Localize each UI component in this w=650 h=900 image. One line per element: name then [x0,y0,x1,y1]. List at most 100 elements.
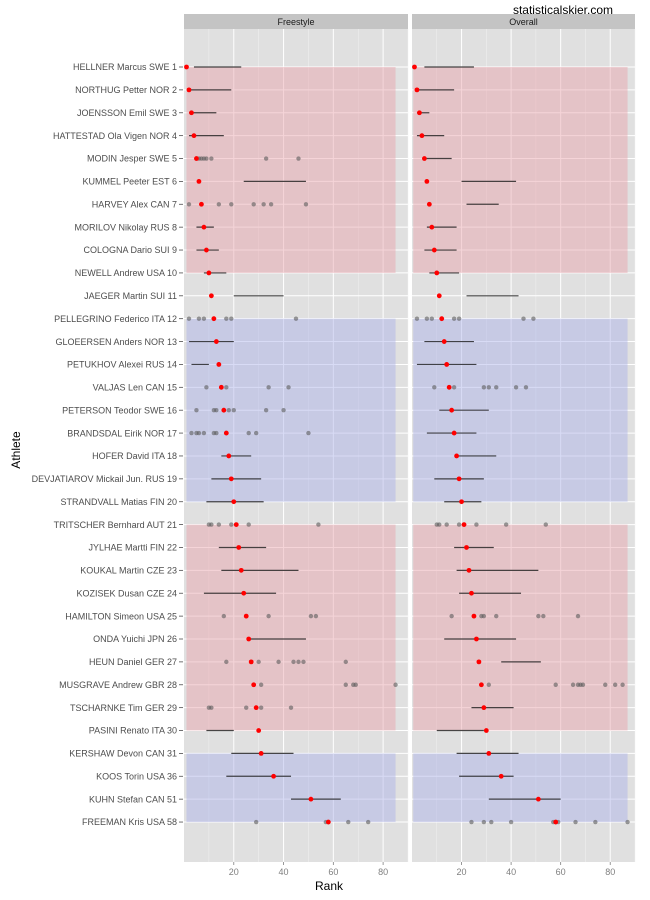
race-point [521,316,526,321]
current-rank-point [236,545,242,550]
current-rank-point [431,247,437,253]
race-point [437,522,442,527]
race-point [209,705,214,710]
current-rank-point [206,270,212,276]
y-tick-label: JYLHAE Martti FIN 22 [88,543,177,553]
current-rank-point [466,567,472,573]
current-rank-point [216,362,222,367]
current-rank-point [476,659,482,665]
race-point [263,408,269,413]
current-rank-point [184,64,189,70]
current-rank-point [208,293,214,299]
current-rank-point [553,819,559,825]
race-point [536,613,541,619]
current-rank-point [478,682,484,688]
current-rank-point [436,293,442,299]
current-rank-point [474,636,479,642]
race-point [424,316,430,321]
race-point [186,202,192,207]
y-tick-label: PETUKHOV Alexei RUS 14 [67,360,177,370]
current-rank-point [461,522,467,527]
band-red [413,524,628,731]
race-point [456,522,462,527]
y-tick-label: HARVEY Alex CAN 7 [92,199,177,209]
band-blue [413,753,628,823]
race-point [575,613,581,619]
current-rank-point [186,87,192,93]
current-rank-point [434,270,440,276]
current-rank-point [258,751,264,756]
current-rank-point [417,110,422,116]
race-point [593,819,598,825]
current-rank-point [231,499,237,505]
y-tick-label: HAMILTON Simeon USA 25 [65,611,177,621]
race-point [429,316,435,321]
race-point [253,819,259,825]
y-tick-label: VALJAS Len CAN 15 [93,383,177,393]
x-tick-label: 60 [328,867,338,877]
y-tick-label: KUMMEL Peeter EST 6 [82,177,177,187]
y-tick-label: KOZISEK Dusan CZE 24 [76,588,177,598]
x-tick-label: 80 [605,867,615,877]
race-point [513,385,519,390]
race-point [316,522,321,527]
race-point [303,202,309,207]
current-rank-point [211,316,217,322]
current-rank-point [256,728,262,733]
race-point [281,408,286,413]
race-point [224,316,229,321]
current-rank-point [238,567,244,573]
current-rank-point [481,705,487,711]
y-tick-label: PETERSON Teodor SWE 16 [62,405,177,415]
race-point [365,819,371,825]
race-point [201,316,207,321]
race-point [258,682,264,687]
current-rank-point [191,133,197,139]
race-point [308,613,314,619]
race-point [189,430,194,436]
y-axis-labels: HELLNER Marcus SWE 1 NORTHUG Petter NOR 2… [32,62,183,827]
y-tick-label: HEUN Daniel GER 27 [89,657,177,667]
current-rank-point [439,316,445,322]
current-rank-point [446,384,452,390]
current-rank-point [429,224,435,230]
x-tick-label: 60 [556,867,566,877]
race-point [246,522,251,527]
race-point [196,430,202,436]
race-point [244,705,249,710]
current-rank-point [454,453,459,459]
current-rank-point [414,87,420,93]
facet-strip [412,14,635,29]
race-point [451,316,457,321]
race-point [353,682,358,687]
current-rank-point [213,339,219,344]
race-point [432,385,437,390]
facet-strip [184,14,408,29]
y-tick-label: FREEMAN Kris USA 58 [82,817,177,827]
race-point [570,682,576,687]
x-tick-label: 40 [279,867,289,877]
race-point [293,316,299,321]
y-tick-label: BRANDSDAL Eirik NOR 17 [67,428,177,438]
race-point [444,522,449,527]
race-point [221,613,227,619]
y-tick-label: TSCHARNKE Tim GER 29 [70,703,177,713]
race-point [346,819,351,825]
race-point [204,156,209,161]
race-point [449,613,454,619]
race-point [291,659,296,665]
y-tick-label: KERSHAW Devon CAN 31 [69,749,177,759]
race-point [481,819,487,825]
current-rank-point [464,545,469,550]
current-rank-point [451,430,457,436]
current-rank-point [449,407,455,413]
race-point [343,682,348,687]
band-blue [186,753,396,823]
race-point [266,613,271,619]
facets: Freestyle 20 40 60 80 Overall 20 40 60 80 [184,14,636,877]
current-rank-point [483,728,489,733]
current-rank-point [233,522,239,527]
race-point [276,659,281,665]
race-point [474,522,479,527]
